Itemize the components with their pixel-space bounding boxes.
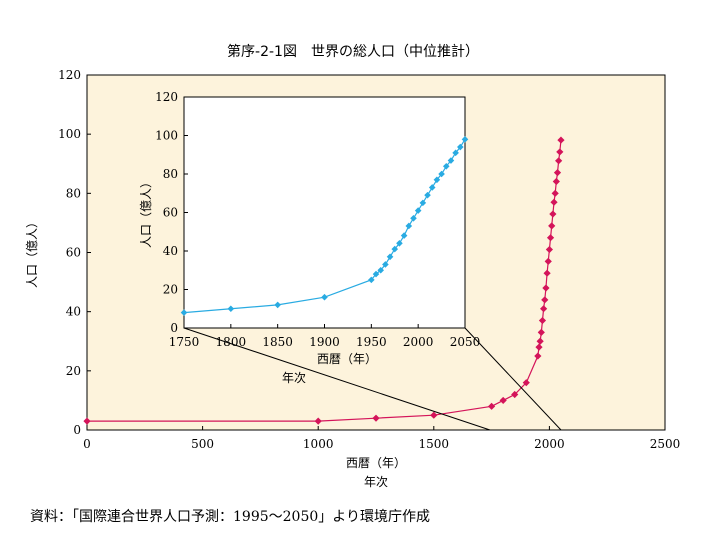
main-data-point	[537, 328, 545, 336]
main-data-point	[546, 234, 555, 242]
main-x-axis-label: 西暦（年）	[346, 456, 406, 470]
main-data-point	[511, 390, 519, 399]
inset-connector-right	[464, 327, 562, 431]
inset-x-tick-label: 2000	[403, 335, 434, 349]
inset-data-point	[442, 163, 450, 170]
inset-data-point	[386, 253, 394, 261]
inset-data-point	[438, 170, 445, 178]
main-data-point	[534, 352, 542, 360]
inset-data-point	[391, 245, 399, 253]
main-data-point	[542, 284, 550, 292]
main-y-tick-label: 80	[66, 186, 81, 200]
inset-connector-left	[183, 327, 491, 431]
inset-data-point	[424, 191, 431, 199]
inset-x-tick-label: 1950	[356, 335, 387, 349]
main-x-tick-label: 2500	[650, 437, 681, 451]
inset-data-point	[377, 266, 384, 274]
inset-data-point	[419, 199, 427, 207]
main-y-tick-label: 0	[73, 423, 81, 437]
main-data-point	[488, 402, 496, 410]
inset-series-points	[180, 136, 469, 316]
main-x-tick-label: 1000	[303, 437, 334, 451]
main-x-tick-label: 2000	[534, 437, 565, 451]
inset-y-tick-label: 40	[163, 244, 178, 258]
inset-data-point	[410, 214, 417, 222]
main-data-point	[553, 169, 562, 177]
inset-y-tick-label: 100	[155, 129, 178, 143]
main-data-point	[555, 157, 563, 165]
inset-y-tick-label: 60	[163, 206, 178, 220]
inset-data-point	[400, 232, 408, 239]
inset-data-point	[382, 261, 389, 268]
inset-data-point	[180, 309, 188, 316]
inset-data-point	[428, 184, 436, 191]
main-data-point	[557, 136, 565, 144]
inset-data-point	[396, 240, 403, 247]
main-y-tick-label: 120	[58, 68, 81, 82]
inset-x-tick-label: 1800	[216, 335, 247, 349]
main-y-tick-label: 40	[66, 305, 81, 319]
inset-plot-area	[183, 96, 466, 329]
main-data-point	[548, 222, 556, 230]
main-data-point	[541, 296, 549, 304]
main-y-tick-label: 60	[66, 246, 81, 260]
main-y-tick-label: 100	[58, 127, 81, 141]
main-data-point	[552, 177, 560, 186]
inset-data-point	[447, 157, 455, 164]
inset-x-axis-label: 西暦（年）	[317, 352, 377, 366]
main-data-point	[522, 379, 530, 387]
chart-title: 第序-2-1図 世界の総人口（中位推計）	[227, 43, 479, 60]
main-x-tick-label: 0	[83, 437, 91, 451]
inset-y-tick-label: 0	[170, 321, 178, 335]
main-data-point	[550, 198, 558, 206]
inset-data-point	[372, 270, 380, 278]
main-y-tick-label: 20	[66, 364, 81, 378]
main-data-point	[535, 343, 543, 351]
main-data-point	[544, 257, 552, 265]
inset-y-tick-label: 120	[155, 90, 178, 104]
main-data-point	[543, 269, 551, 277]
inset-y-tick-label: 80	[163, 167, 178, 181]
main-data-point	[314, 417, 322, 425]
main-data-point	[83, 417, 91, 425]
main-data-point	[556, 148, 564, 156]
inset-data-point	[452, 149, 459, 157]
inset-data-point	[457, 143, 464, 151]
main-x-tick-label: 1500	[419, 437, 450, 451]
inset-x-axis-label-secondary: 年次	[282, 371, 306, 385]
inset-y-axis-label: 人口（億人）	[139, 176, 153, 248]
inset-x-tick-label: 2050	[450, 335, 481, 349]
inset-data-point	[461, 136, 469, 143]
inset-x-tick-label: 1900	[309, 335, 340, 349]
main-data-point	[430, 411, 438, 419]
inset-data-point	[414, 207, 422, 214]
main-data-point	[536, 337, 544, 345]
main-y-axis-label: 人口（億人）	[25, 216, 39, 288]
inset-data-point	[405, 222, 413, 230]
inset-axis-ticks: 1750 1800 1850 1900 1950 2000 2050 0 20 40 60 80 100…	[155, 90, 480, 349]
main-x-axis-label-secondary: 年次	[364, 475, 388, 489]
main-data-point	[499, 396, 507, 405]
main-data-point	[549, 210, 557, 218]
main-x-tick-label: 500	[191, 437, 214, 451]
inset-data-point	[274, 301, 281, 309]
inset-data-point	[433, 176, 441, 184]
main-data-point	[540, 305, 548, 313]
main-data-point	[372, 414, 380, 422]
inset-x-tick-label: 1750	[169, 335, 200, 349]
inset-data-point	[368, 276, 375, 284]
inset-x-tick-label: 1850	[262, 335, 293, 349]
source-note: 資料：「国際連合世界人口予測：1995～2050」より環境庁作成	[30, 509, 430, 525]
main-series-points	[83, 136, 565, 425]
inset-data-point	[321, 293, 328, 301]
main-data-point	[551, 189, 559, 197]
inset-data-point	[227, 305, 235, 313]
main-data-point	[538, 316, 547, 325]
inset-y-tick-label: 20	[163, 283, 178, 297]
main-data-point	[545, 245, 553, 254]
